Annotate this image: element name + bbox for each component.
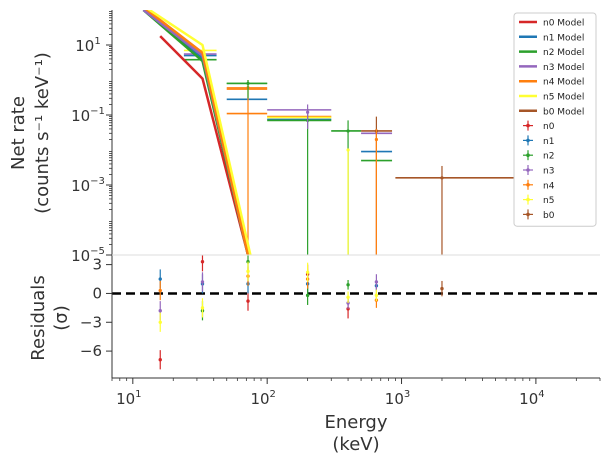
residual-n5-4 [158,312,162,332]
top-y-tick-label-3: 10−5 [71,246,105,265]
residual-n2-17 [305,285,310,305]
residual-n0-0 [158,350,162,370]
top-y-tick-label-1: 10−1 [71,106,105,125]
residual-y-axis-label: Residuals (σ) [28,275,72,360]
data-point-n3-3 [306,104,310,129]
model-curve-n4-model [145,10,250,255]
legend-label-data-3: n3 [543,167,554,177]
legend-label-model-6: b0 Model [543,107,584,117]
residual-n5-14 [246,261,250,281]
legend-swatch-data-5 [523,194,533,205]
legend-label-data-5: n5 [543,196,554,206]
x-tick-label-0: 101 [116,389,141,408]
residual-n5-9 [200,298,205,318]
legend-label-model-5: n5 Model [543,93,584,103]
data-point-n2-1 [226,80,268,99]
legend-swatch-data-3 [523,165,533,175]
top-y-axis-label: Net rate (counts s⁻¹ keV⁻¹) [8,52,53,214]
residual-n0-10 [246,291,250,311]
legend-label-model-1: n1 Model [543,33,584,43]
legend-swatch-data-2 [523,150,533,161]
top-plot-area [142,10,585,255]
residual-n3-8 [200,272,205,292]
legend-swatch-data-6 [523,209,533,220]
residual-n5-27 [374,289,379,302]
x-tick-label-3: 104 [519,389,544,408]
residual-n5-19 [305,262,310,282]
residual-n3-25 [374,274,379,290]
legend-label-data-1: n1 [543,137,554,147]
res-y-tick-label-3: −6 [80,342,102,360]
data-point-n4-0 [226,80,268,255]
legend: n0 Model n1 Model n2 Model n3 Model n4 Model… [513,12,597,227]
x-tick-label-1: 102 [250,389,275,408]
legend-label-model-2: n2 Model [543,48,584,58]
top-y-tick-label-2: 10−3 [71,176,105,195]
data-point-b0-8 [440,165,444,255]
legend-label-data-2: n2 [543,152,554,162]
legend-swatch-data-0 [523,120,533,131]
residual-n4-3 [158,280,162,301]
residual-b0-28 [440,280,444,297]
residual-n5-23 [346,291,350,304]
legend-label-model-3: n3 Model [543,63,584,73]
legend-swatch-data-1 [523,135,533,146]
legend-label-data-4: n4 [543,181,555,191]
model-curve-n5-model [147,10,252,255]
residual-plot-area [112,255,600,370]
x-tick-label-2: 103 [385,389,410,408]
legend-label-data-0: n0 [543,122,555,132]
data-point-n2-4 [331,120,362,255]
residual-n2-21 [346,279,350,290]
legend-label-model-0: n0 Model [543,19,584,29]
data-point-n5-5 [346,148,350,255]
res-y-tick-label-1: 0 [92,284,102,302]
res-y-tick-label-0: 3 [92,256,102,274]
x-axis-label: Energy (keV) [324,412,387,455]
res-y-tick-label-2: −3 [80,313,102,331]
legend-label-data-6: b0 [543,211,555,221]
data-point-n4-7 [374,128,378,255]
top-y-tick-label-0: 101 [75,36,100,55]
data-point-n2-2 [306,108,310,255]
legend-swatch-data-4 [523,179,533,190]
model-curve-n0-model [159,35,250,255]
legend-label-model-4: n4 Model [543,78,584,88]
